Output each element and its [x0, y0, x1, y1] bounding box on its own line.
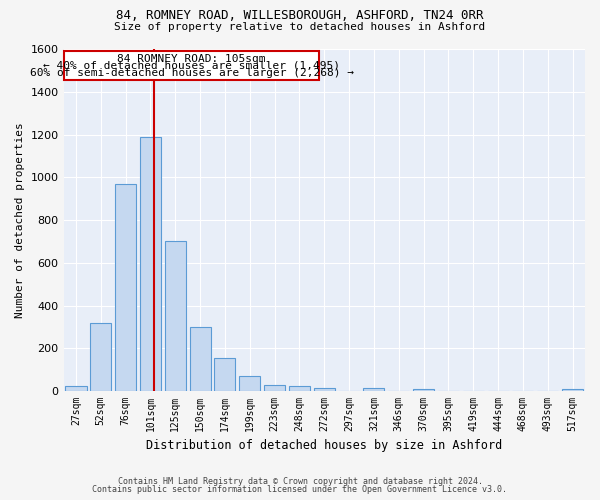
- Text: Contains HM Land Registry data © Crown copyright and database right 2024.: Contains HM Land Registry data © Crown c…: [118, 477, 482, 486]
- Bar: [214, 358, 235, 391]
- Bar: [115, 184, 136, 391]
- Bar: [413, 389, 434, 391]
- Text: 84, ROMNEY ROAD, WILLESBOROUGH, ASHFORD, TN24 0RR: 84, ROMNEY ROAD, WILLESBOROUGH, ASHFORD,…: [116, 9, 484, 22]
- Text: 84 ROMNEY ROAD: 105sqm: 84 ROMNEY ROAD: 105sqm: [118, 54, 266, 64]
- Text: ← 40% of detached houses are smaller (1,495): ← 40% of detached houses are smaller (1,…: [43, 61, 340, 71]
- FancyBboxPatch shape: [64, 51, 319, 80]
- Bar: [65, 386, 86, 391]
- Bar: [364, 388, 385, 391]
- Bar: [314, 388, 335, 391]
- X-axis label: Distribution of detached houses by size in Ashford: Distribution of detached houses by size …: [146, 440, 502, 452]
- Bar: [165, 242, 186, 391]
- Bar: [90, 322, 112, 391]
- Bar: [190, 327, 211, 391]
- Text: Size of property relative to detached houses in Ashford: Size of property relative to detached ho…: [115, 22, 485, 32]
- Bar: [289, 386, 310, 391]
- Bar: [264, 384, 285, 391]
- Y-axis label: Number of detached properties: Number of detached properties: [15, 122, 25, 318]
- Text: Contains public sector information licensed under the Open Government Licence v3: Contains public sector information licen…: [92, 485, 508, 494]
- Text: 60% of semi-detached houses are larger (2,268) →: 60% of semi-detached houses are larger (…: [29, 68, 353, 78]
- Bar: [239, 376, 260, 391]
- Bar: [562, 389, 583, 391]
- Bar: [140, 136, 161, 391]
